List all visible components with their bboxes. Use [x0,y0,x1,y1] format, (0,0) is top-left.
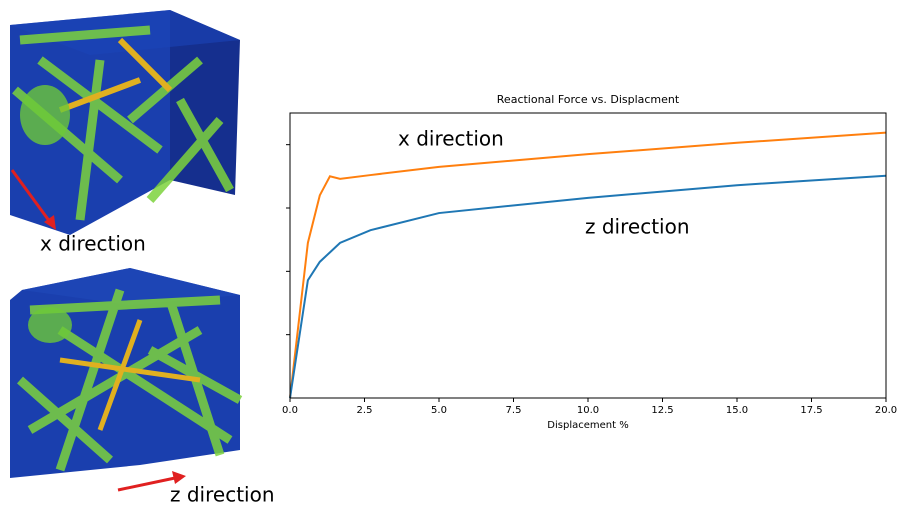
series-line [290,133,886,398]
x-tick-label: 0.0 [282,405,298,416]
series-label: z direction [585,215,690,239]
x-tick-label: 15.0 [726,405,748,416]
series-line [290,176,886,398]
plot: 0.0 2.5 5.0 7.5 10.0 12.5 15.0 17.5 20.0 [282,133,897,416]
x-tick-label: 2.5 [357,405,373,416]
x-tick-label: 17.5 [800,405,822,416]
slide: x direction z direction Reactional Force… [0,0,900,507]
axes-frame [290,113,886,398]
cube-image [10,10,240,235]
image-label: z direction [170,483,275,507]
cube-image [10,268,240,478]
arrow [118,478,175,490]
series-label: x direction [398,127,504,151]
x-tick-label: 12.5 [651,405,673,416]
image-label: x direction [40,232,146,256]
chart-title: Reactional Force vs. Displacment [497,93,680,106]
x-axis-label: Displacement % [547,420,628,431]
x-tick-label: 5.0 [431,405,447,416]
x-tick-label: 20.0 [875,405,897,416]
x-tick-label: 10.0 [577,405,599,416]
x-tick-label: 7.5 [506,405,522,416]
